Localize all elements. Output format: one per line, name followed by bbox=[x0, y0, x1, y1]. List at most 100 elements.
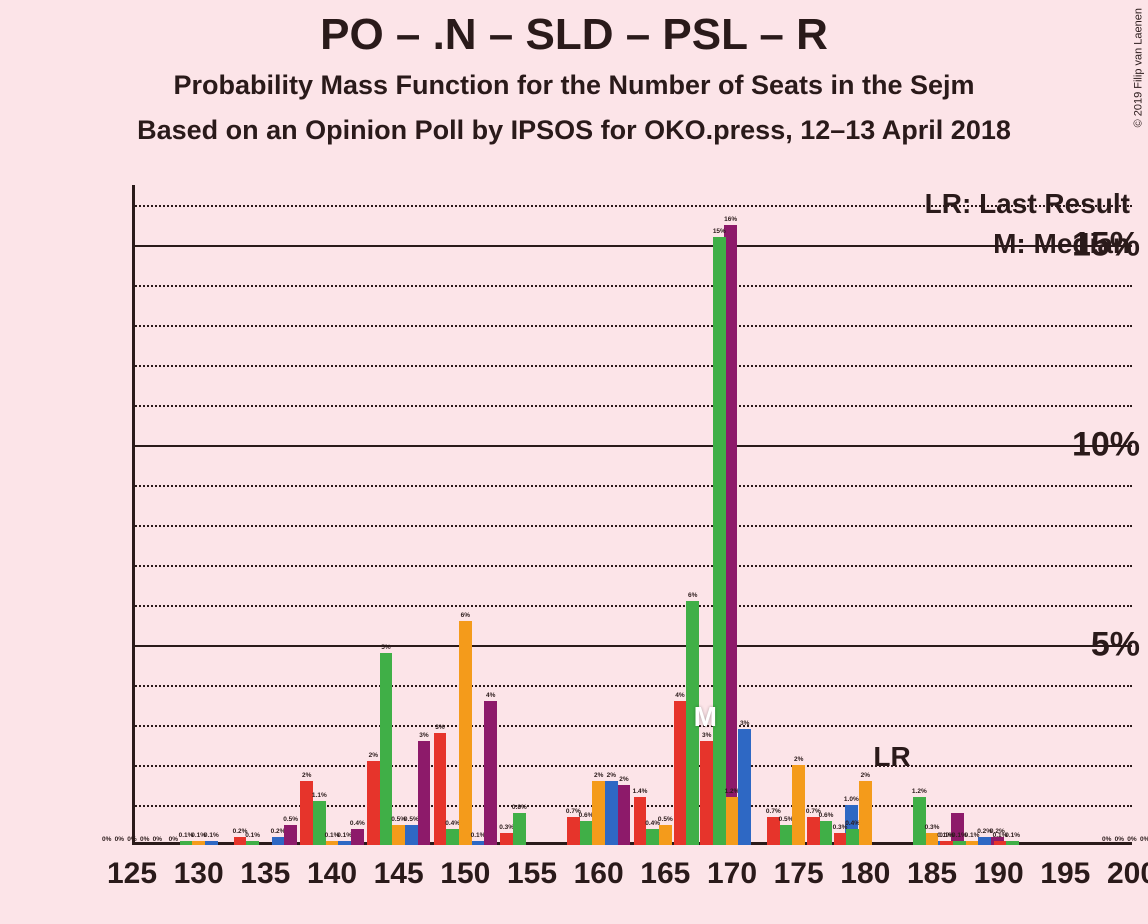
bar bbox=[966, 841, 979, 845]
bar bbox=[738, 729, 751, 845]
bar bbox=[713, 237, 726, 845]
x-tick-label: 175 bbox=[774, 857, 824, 891]
bar bbox=[513, 813, 526, 845]
gridline bbox=[132, 645, 1132, 647]
bar-value-label: 0.1% bbox=[337, 832, 352, 839]
gridline bbox=[132, 805, 1132, 807]
bar bbox=[246, 841, 259, 845]
bar-value-label: 0% bbox=[153, 836, 162, 843]
median-marker: M bbox=[694, 701, 717, 733]
bar bbox=[834, 833, 847, 845]
bar-value-label: 0.6% bbox=[579, 812, 594, 819]
gridline bbox=[132, 485, 1132, 487]
bar-value-label: 0% bbox=[1102, 836, 1111, 843]
bar bbox=[418, 741, 431, 845]
bar bbox=[674, 701, 687, 845]
bar-value-label: 0.6% bbox=[819, 812, 834, 819]
bar-value-label: 0.4% bbox=[350, 820, 365, 827]
bar-value-label: 0.3% bbox=[925, 824, 940, 831]
bar bbox=[326, 841, 339, 845]
bar bbox=[367, 761, 380, 845]
bar bbox=[459, 621, 472, 845]
bar bbox=[192, 841, 205, 845]
bar-value-label: 0% bbox=[1127, 836, 1136, 843]
bar bbox=[300, 781, 313, 845]
x-tick-label: 165 bbox=[640, 857, 690, 891]
copyright-text: © 2019 Filip van Laenen bbox=[1132, 8, 1144, 127]
bar-value-label: 0% bbox=[1115, 836, 1124, 843]
bar bbox=[567, 817, 580, 845]
x-tick-label: 185 bbox=[907, 857, 957, 891]
bar-value-label: 6% bbox=[461, 612, 470, 619]
bar-value-label: 2% bbox=[619, 776, 628, 783]
bar-value-label: 0.5% bbox=[658, 816, 673, 823]
x-tick-label: 145 bbox=[374, 857, 424, 891]
bar-value-label: 2% bbox=[302, 772, 311, 779]
x-tick-label: 150 bbox=[440, 857, 490, 891]
bar-value-label: 1.2% bbox=[725, 788, 740, 795]
bar bbox=[700, 741, 713, 845]
bar bbox=[618, 785, 631, 845]
bar-value-label: 0.5% bbox=[779, 816, 794, 823]
bar-value-label: 0.4% bbox=[845, 820, 860, 827]
x-tick-label: 160 bbox=[574, 857, 624, 891]
bar bbox=[500, 833, 513, 845]
chart-plot-area: 0%0%0%0%0%0%0.1%0.1%0.1%0.2%0.1%0.2%0.5%… bbox=[132, 185, 1132, 845]
bar bbox=[484, 701, 497, 845]
bar bbox=[846, 829, 859, 845]
bar bbox=[646, 829, 659, 845]
gridline bbox=[132, 325, 1132, 327]
bar bbox=[205, 841, 218, 845]
bar bbox=[351, 829, 364, 845]
bar-value-label: 0.3% bbox=[499, 824, 514, 831]
bar bbox=[580, 821, 593, 845]
bar bbox=[1006, 841, 1019, 845]
bar bbox=[807, 817, 820, 845]
bar bbox=[994, 841, 1007, 845]
x-tick-label: 130 bbox=[174, 857, 224, 891]
gridline bbox=[132, 525, 1132, 527]
bar-value-label: 3% bbox=[740, 720, 749, 727]
gridline bbox=[132, 685, 1132, 687]
bar bbox=[659, 825, 672, 845]
gridline bbox=[132, 205, 1132, 207]
bar-value-label: 4% bbox=[675, 692, 684, 699]
gridline bbox=[132, 725, 1132, 727]
gridline bbox=[132, 245, 1132, 247]
bar bbox=[913, 797, 926, 845]
bar-value-label: 2% bbox=[594, 772, 603, 779]
bar-value-label: 0.1% bbox=[1005, 832, 1020, 839]
bar bbox=[338, 841, 351, 845]
bar bbox=[859, 781, 872, 845]
bar bbox=[284, 825, 297, 845]
bar bbox=[180, 841, 193, 845]
y-tick-label: 15% bbox=[1012, 226, 1140, 265]
bar-value-label: 0% bbox=[102, 836, 111, 843]
bar bbox=[953, 841, 966, 845]
bar-value-label: 0.8% bbox=[512, 804, 527, 811]
bar bbox=[605, 781, 618, 845]
gridline bbox=[132, 285, 1132, 287]
chart-title: PO – .N – SLD – PSL – R bbox=[0, 10, 1148, 60]
bar-value-label: 1.0% bbox=[844, 796, 859, 803]
bar-value-label: 0% bbox=[1140, 836, 1148, 843]
x-tick-label: 155 bbox=[507, 857, 557, 891]
gridline bbox=[132, 445, 1132, 447]
bar-value-label: 0% bbox=[140, 836, 149, 843]
bar bbox=[792, 765, 805, 845]
bar-value-label: 0.4% bbox=[445, 820, 460, 827]
chart-subtitle-1: Probability Mass Function for the Number… bbox=[0, 70, 1148, 101]
bar bbox=[780, 825, 793, 845]
bar bbox=[392, 825, 405, 845]
bar-value-label: 3% bbox=[702, 732, 711, 739]
x-tick-label: 125 bbox=[107, 857, 157, 891]
bar bbox=[978, 837, 991, 845]
y-tick-label: 5% bbox=[1012, 626, 1140, 665]
bar-value-label: 1.4% bbox=[633, 788, 648, 795]
bar-value-label: 1.2% bbox=[912, 788, 927, 795]
gridline bbox=[132, 605, 1132, 607]
y-tick-label: 10% bbox=[1012, 426, 1140, 465]
bar-value-label: 0.2% bbox=[271, 828, 286, 835]
x-tick-label: 170 bbox=[707, 857, 757, 891]
bar bbox=[272, 837, 285, 845]
